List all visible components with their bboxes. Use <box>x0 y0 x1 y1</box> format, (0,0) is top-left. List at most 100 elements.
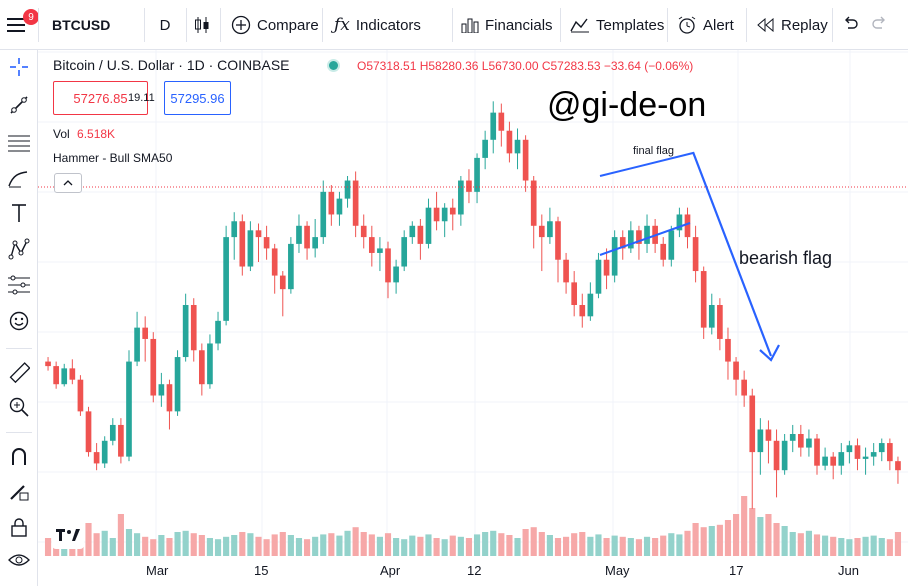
emoji-tool[interactable] <box>0 308 38 338</box>
buy-button[interactable]: 57295.96 <box>164 81 231 115</box>
candle-body <box>838 452 845 466</box>
watermark-text: @gi-de-on <box>547 86 707 124</box>
x-axis-label: 15 <box>254 563 269 578</box>
candle-body <box>846 445 853 453</box>
volume-bar <box>805 530 812 556</box>
magnet-tool[interactable] <box>0 443 38 473</box>
redo-button[interactable] <box>872 0 888 50</box>
brush-tool[interactable] <box>0 166 38 196</box>
candle-body <box>781 440 788 471</box>
candle-body <box>474 157 480 192</box>
menu-icon[interactable] <box>0 0 32 50</box>
toolbar-divider <box>560 8 561 42</box>
candle-body <box>668 230 675 260</box>
candle-body <box>466 180 472 192</box>
volume-bar <box>142 536 149 556</box>
candle-body <box>239 221 246 267</box>
volume-bar <box>125 529 133 556</box>
alert-button[interactable]: Alert <box>677 0 734 50</box>
candle-body <box>199 350 205 385</box>
templates-button[interactable]: Templates <box>570 0 664 50</box>
candle-body <box>134 327 140 362</box>
toolbar-divider <box>144 8 145 42</box>
pattern-tool[interactable] <box>0 236 38 266</box>
symbol-search[interactable]: BTCUSD <box>52 17 111 33</box>
volume-bar <box>692 523 699 556</box>
x-axis-label: Apr <box>380 563 401 578</box>
prediction-tool[interactable] <box>0 272 38 302</box>
lock-tool[interactable] <box>0 514 38 544</box>
toolbar-divider <box>220 8 221 42</box>
visibility-tool[interactable] <box>0 547 38 577</box>
chevron-up-icon <box>63 177 73 189</box>
candle-body <box>490 112 497 140</box>
volume-bar <box>741 496 748 556</box>
candle-body <box>579 305 586 317</box>
volume-bar <box>886 539 893 556</box>
candle-body <box>571 282 578 305</box>
volume-bar <box>506 535 513 556</box>
fib-tool[interactable] <box>0 130 38 160</box>
candle-body <box>797 434 804 448</box>
candle-body <box>385 248 391 283</box>
price-chart[interactable] <box>38 50 908 586</box>
candle-style-button[interactable] <box>194 0 216 50</box>
candle-body <box>765 429 772 441</box>
candle-body <box>352 180 359 226</box>
candle-body <box>312 237 318 249</box>
candle-body <box>296 225 302 244</box>
indicator-legend[interactable]: Hammer - Bull SMA50 <box>53 151 173 165</box>
volume-bar <box>44 538 52 556</box>
volume-bar <box>732 514 740 556</box>
volume-bar <box>223 536 230 556</box>
volume-bar <box>854 538 861 556</box>
volume-bar <box>554 538 562 556</box>
text-tool[interactable] <box>0 200 38 230</box>
compare-button[interactable]: Compare <box>231 0 319 50</box>
candle-body <box>830 456 837 466</box>
volume-bar <box>295 538 303 556</box>
candle-body <box>741 379 747 396</box>
volume-bar <box>376 536 383 556</box>
volume-bar <box>789 532 796 556</box>
zoom-tool[interactable] <box>0 394 38 424</box>
measure-tool[interactable] <box>0 360 38 390</box>
volume-bar <box>643 536 651 556</box>
candle-body <box>806 438 812 448</box>
trend-line-tool[interactable] <box>0 92 38 122</box>
candle-body <box>118 424 124 457</box>
tradingview-logo[interactable] <box>52 521 84 549</box>
candle-body <box>328 191 335 215</box>
collapse-legend-button[interactable] <box>54 173 82 193</box>
trend-line-icon <box>8 94 30 121</box>
financials-button[interactable]: Financials <box>461 0 553 50</box>
candle-body <box>522 139 529 181</box>
stay-drawing-tool[interactable] <box>0 478 38 508</box>
volume-value: 6.518K <box>77 127 116 141</box>
volume-bar <box>660 535 667 556</box>
sell-button[interactable]: 57276.85 <box>53 81 148 115</box>
volume-bar <box>93 533 100 556</box>
candle-body <box>215 320 221 344</box>
volume-bar <box>247 533 254 556</box>
volume-bar <box>368 534 375 556</box>
crosshair-tool[interactable] <box>0 54 38 84</box>
volume-bar <box>206 538 214 556</box>
volume-bar <box>587 536 594 556</box>
candle-body <box>150 338 157 396</box>
volume-legend[interactable]: Vol 6.518K <box>53 127 115 141</box>
candle-body <box>288 243 294 290</box>
volume-bar <box>336 535 343 556</box>
tv-logo-icon <box>56 529 80 541</box>
indicators-button[interactable]: ƒx Indicators <box>334 0 421 50</box>
volume-bar <box>320 534 327 556</box>
replay-button[interactable]: Replay <box>757 0 828 50</box>
interval-button[interactable]: D <box>159 16 171 34</box>
candle-body <box>433 207 440 222</box>
candle-body <box>190 305 197 351</box>
volume-bar <box>862 536 869 556</box>
undo-button[interactable] <box>842 0 858 50</box>
candle-body <box>255 230 262 238</box>
volume-bar <box>490 530 497 556</box>
candle-body <box>555 221 561 260</box>
